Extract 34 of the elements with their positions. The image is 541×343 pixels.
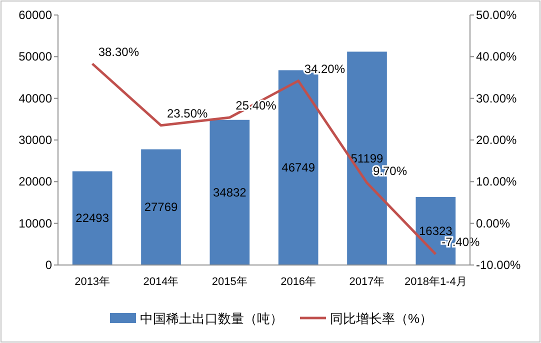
y-tick-label: 40000 bbox=[18, 91, 52, 106]
data-label: 23.50% bbox=[167, 106, 208, 120]
x-tick-label: 2013年 bbox=[74, 276, 110, 288]
y-tick-label: 60000 bbox=[18, 8, 52, 22]
y-tick-label: 50000 bbox=[18, 50, 52, 64]
x-tick-label: 2016年 bbox=[280, 276, 316, 288]
legend-label: 同比增长率（%） bbox=[330, 311, 433, 326]
bar bbox=[72, 171, 112, 265]
x-tick-label: 2014年 bbox=[143, 276, 179, 288]
data-label: 34832 bbox=[212, 185, 247, 200]
y-tick-label: 0 bbox=[45, 258, 52, 272]
y-tick-label: 20000 bbox=[18, 174, 52, 189]
data-label: 51199 bbox=[350, 151, 384, 166]
data-label: 46749 bbox=[282, 160, 316, 175]
data-label: 38.30% bbox=[98, 44, 140, 59]
data-label: 22493 bbox=[76, 211, 110, 226]
y2-tick-label: 0.00% bbox=[476, 216, 510, 230]
data-label: 16323 bbox=[418, 224, 453, 238]
y-tick-label: 30000 bbox=[18, 133, 52, 147]
y2-tick-label: 50.00% bbox=[476, 8, 518, 22]
data-label: 27769 bbox=[144, 200, 178, 214]
y2-tick-label: 20.00% bbox=[476, 133, 518, 147]
y2-tick-label: -10.00% bbox=[476, 258, 522, 272]
x-tick-label: 2015年 bbox=[212, 276, 248, 288]
y-tick-label: 10000 bbox=[18, 216, 52, 230]
y2-tick-label: 30.00% bbox=[476, 91, 518, 106]
x-tick-label: 2018年1-4月 bbox=[404, 276, 467, 288]
bar bbox=[210, 120, 250, 265]
legend-label: 中国稀土出口数量（吨） bbox=[140, 311, 283, 326]
x-tick-label: 2017年 bbox=[349, 276, 385, 288]
y2-tick-label: 10.00% bbox=[476, 174, 518, 189]
y2-tick-label: 40.00% bbox=[476, 50, 518, 64]
bar bbox=[141, 149, 181, 265]
data-label: 34.20% bbox=[304, 62, 346, 76]
